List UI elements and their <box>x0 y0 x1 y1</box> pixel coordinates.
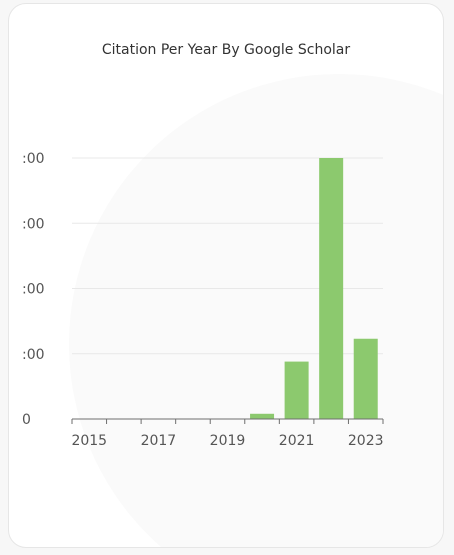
y-tick-label: :00 <box>22 216 45 232</box>
x-tick-label: 2017 <box>141 433 177 449</box>
x-tick-label: 2019 <box>210 433 246 449</box>
x-axis-labels: 2015 2017 2019 2021 2023 <box>71 433 383 449</box>
bars <box>250 158 378 419</box>
x-axis <box>71 418 384 424</box>
x-tick-label: 2021 <box>279 433 315 449</box>
y-tick-label: :00 <box>22 151 45 167</box>
x-tick-label: 2015 <box>71 433 107 449</box>
y-tick-label: :00 <box>22 347 45 363</box>
y-tick-label: :00 <box>22 282 45 298</box>
y-tick-label: 0 <box>22 412 31 428</box>
chart-card: Citation Per Year By Google Scholar <box>8 3 444 548</box>
bar-2023 <box>353 338 378 419</box>
y-axis-labels: 0 :00 :00 :00 :00 <box>22 151 45 428</box>
chart-title: Citation Per Year By Google Scholar <box>101 42 351 58</box>
bar-2022 <box>319 158 344 419</box>
bar-2021 <box>284 361 309 419</box>
bar-2020 <box>250 413 275 419</box>
x-tick-label: 2023 <box>348 433 384 449</box>
